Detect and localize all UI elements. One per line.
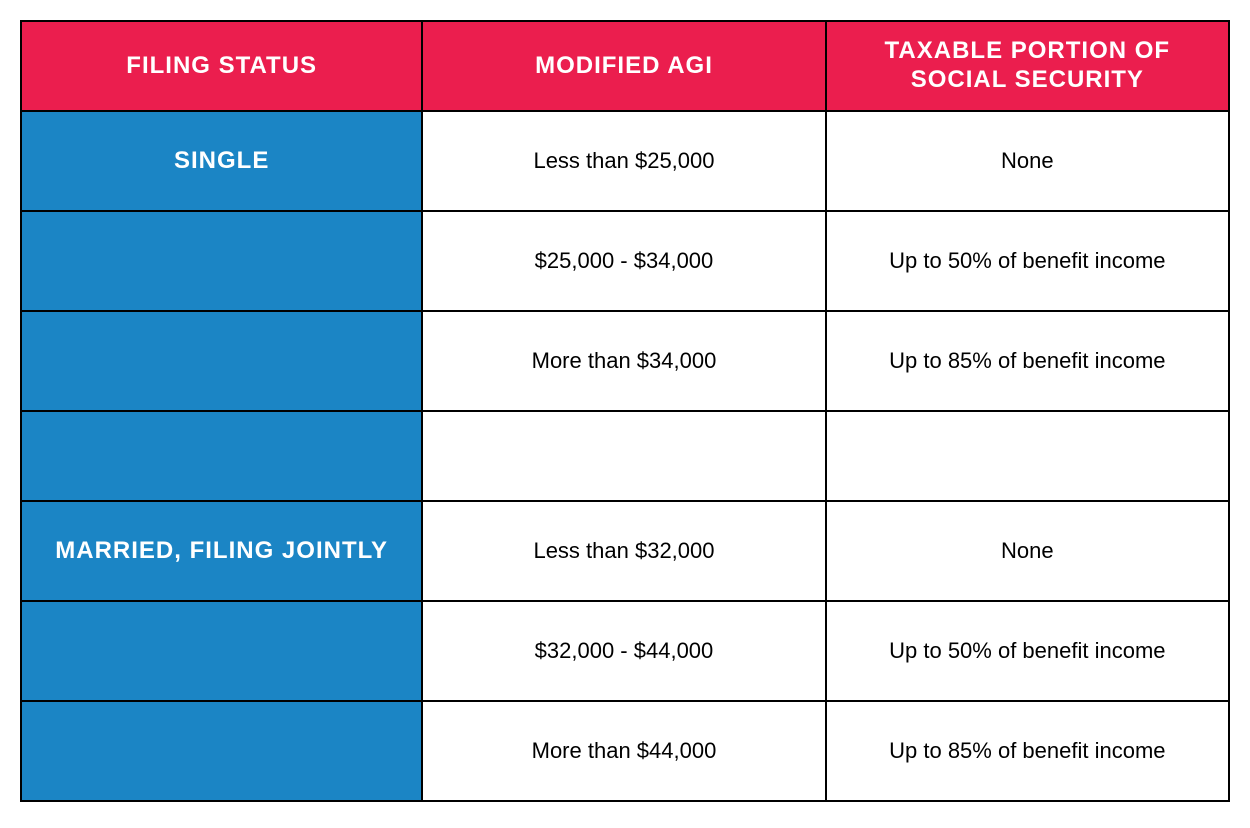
header-filing-status: FILING STATUS — [21, 21, 422, 111]
agi-cell: More than $34,000 — [422, 311, 825, 411]
table-row: $25,000 - $34,000 Up to 50% of benefit i… — [21, 211, 1229, 311]
agi-cell: Less than $32,000 — [422, 501, 825, 601]
table-row: $32,000 - $44,000 Up to 50% of benefit i… — [21, 601, 1229, 701]
taxable-cell: Up to 85% of benefit income — [826, 701, 1229, 801]
filing-status-cell — [21, 411, 422, 501]
table-header-row: FILING STATUS MODIFIED AGI TAXABLE PORTI… — [21, 21, 1229, 111]
agi-cell — [422, 411, 825, 501]
table-row: More than $34,000 Up to 85% of benefit i… — [21, 311, 1229, 411]
table-row: SINGLE Less than $25,000 None — [21, 111, 1229, 211]
taxable-cell: None — [826, 501, 1229, 601]
taxable-cell: None — [826, 111, 1229, 211]
table-row: MARRIED, FILING JOINTLY Less than $32,00… — [21, 501, 1229, 601]
social-security-tax-table: FILING STATUS MODIFIED AGI TAXABLE PORTI… — [20, 20, 1230, 802]
header-modified-agi: MODIFIED AGI — [422, 21, 825, 111]
filing-status-cell — [21, 311, 422, 411]
taxable-cell: Up to 85% of benefit income — [826, 311, 1229, 411]
taxable-cell: Up to 50% of benefit income — [826, 211, 1229, 311]
agi-cell: More than $44,000 — [422, 701, 825, 801]
agi-cell: $32,000 - $44,000 — [422, 601, 825, 701]
filing-status-cell: SINGLE — [21, 111, 422, 211]
taxable-cell: Up to 50% of benefit income — [826, 601, 1229, 701]
header-taxable-portion: TAXABLE PORTION OF SOCIAL SECURITY — [826, 21, 1229, 111]
agi-cell: Less than $25,000 — [422, 111, 825, 211]
table-row-spacer — [21, 411, 1229, 501]
filing-status-cell — [21, 701, 422, 801]
taxable-cell — [826, 411, 1229, 501]
agi-cell: $25,000 - $34,000 — [422, 211, 825, 311]
table-row: More than $44,000 Up to 85% of benefit i… — [21, 701, 1229, 801]
filing-status-cell: MARRIED, FILING JOINTLY — [21, 501, 422, 601]
filing-status-cell — [21, 211, 422, 311]
filing-status-cell — [21, 601, 422, 701]
